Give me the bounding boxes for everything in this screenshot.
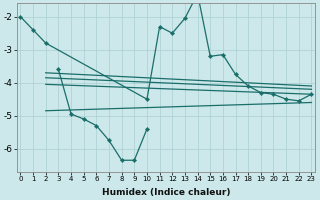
X-axis label: Humidex (Indice chaleur): Humidex (Indice chaleur) (102, 188, 230, 197)
